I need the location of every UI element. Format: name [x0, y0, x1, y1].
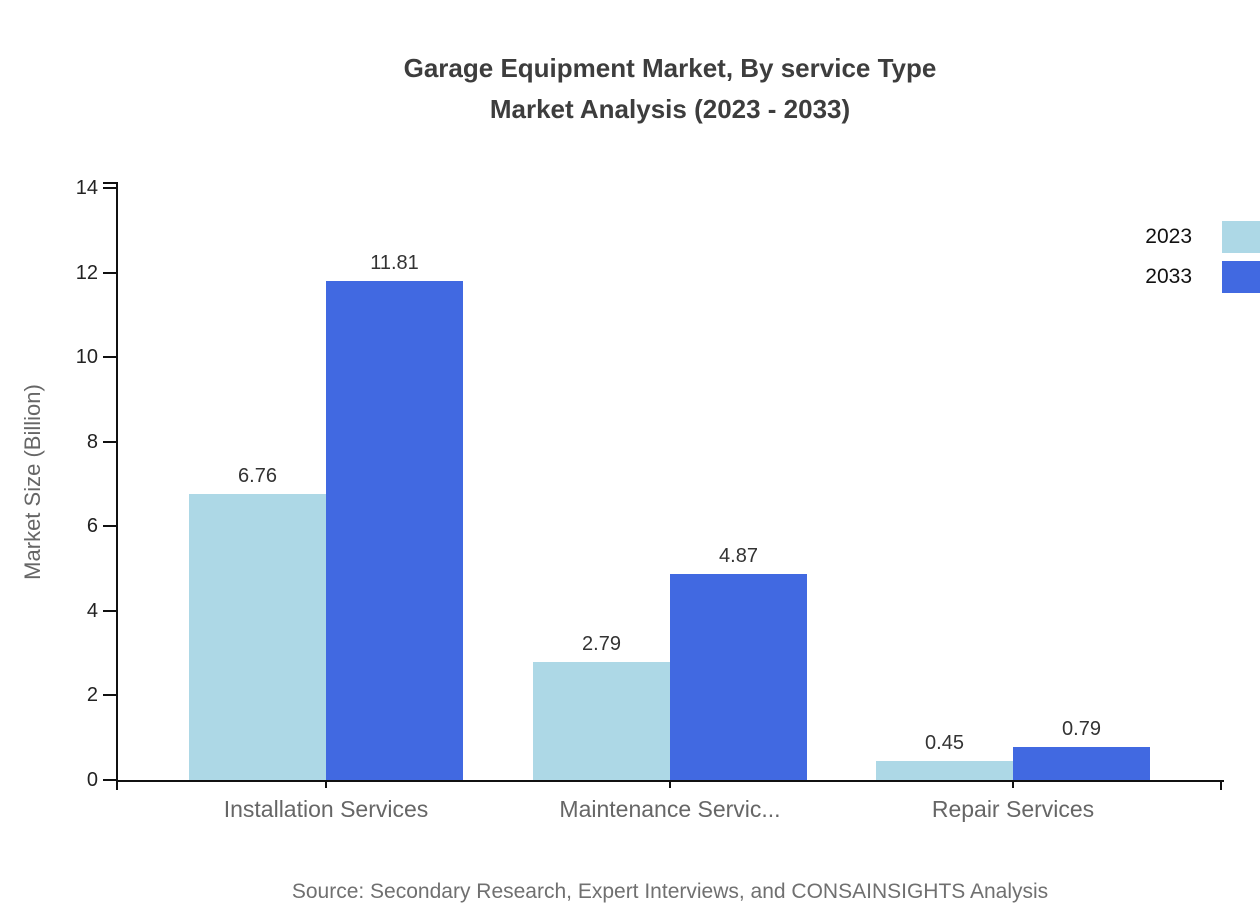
y-axis-tick — [103, 271, 116, 274]
x-axis-category-label: Maintenance Servic... — [559, 796, 781, 822]
bar-value-label: 0.79 — [1062, 718, 1101, 740]
y-axis-tick-label: 12 — [75, 261, 98, 284]
chart-title-line2: Market Analysis (2023 - 2033) — [489, 94, 851, 124]
plot-area: 0 2 4 6 8 10 12 14 Installation Services 6.76 11.8… — [76, 177, 1224, 822]
y-axis-tick-label: 14 — [75, 177, 98, 199]
y-axis-tick-label: 6 — [86, 515, 98, 538]
y-axis-end-cap — [103, 182, 116, 184]
bar-2033-category-3 — [1013, 747, 1150, 780]
legend-color-swatch — [1222, 221, 1260, 253]
source-note: Source: Secondary Research, Expert Inter… — [291, 880, 1049, 903]
bar-value-label: 4.87 — [719, 545, 758, 567]
bar-2023-category-2 — [533, 662, 670, 780]
legend-item-2023: 2023 — [1145, 221, 1260, 253]
y-axis-tick-label: 0 — [86, 769, 98, 791]
legend-item-2033: 2033 — [1145, 261, 1260, 293]
legend-color-swatch — [1222, 261, 1260, 293]
legend-label: 2023 — [1145, 225, 1192, 248]
bar-2023-category-3 — [876, 761, 1013, 780]
bar-2033-category-2 — [670, 574, 807, 780]
y-axis-line — [116, 182, 118, 782]
bar-value-label: 6.76 — [238, 465, 277, 487]
y-axis-tick — [103, 187, 116, 189]
x-axis-tick — [1012, 780, 1014, 788]
bar-value-label: 0.45 — [925, 732, 964, 754]
y-axis-tick — [103, 525, 116, 528]
bar-2023-category-1 — [189, 494, 326, 780]
legend-label: 2033 — [1145, 265, 1192, 288]
chart-title-line1: Garage Equipment Market, By service Type — [403, 53, 937, 83]
y-axis-tick — [103, 356, 116, 359]
y-axis-tick — [103, 440, 116, 443]
y-axis-title: Market Size (Billion) — [20, 384, 45, 580]
y-axis-tick — [103, 609, 116, 612]
y-axis-tick-label: 8 — [86, 430, 98, 453]
y-axis-tick — [103, 694, 116, 697]
bar-value-label: 2.79 — [582, 633, 621, 655]
y-axis-tick-label: 2 — [86, 684, 98, 707]
bar-value-label: 11.81 — [370, 252, 419, 274]
x-axis-tick — [325, 780, 327, 788]
y-axis-tick-label: 10 — [75, 346, 98, 369]
x-axis-tick — [669, 780, 671, 788]
x-axis-category-label: Repair Services — [931, 796, 1095, 822]
x-axis-end-cap — [116, 780, 118, 790]
x-axis-end-cap — [1220, 780, 1222, 790]
x-axis-category-label: Installation Services — [223, 796, 429, 822]
bar-2033-category-1 — [326, 281, 463, 780]
chart-title: Garage Equipment Market, By service Type… — [118, 48, 1222, 130]
legend: 2023 2033 — [1145, 221, 1260, 301]
y-axis-tick-label: 4 — [86, 599, 98, 622]
y-axis-tick — [103, 779, 116, 781]
